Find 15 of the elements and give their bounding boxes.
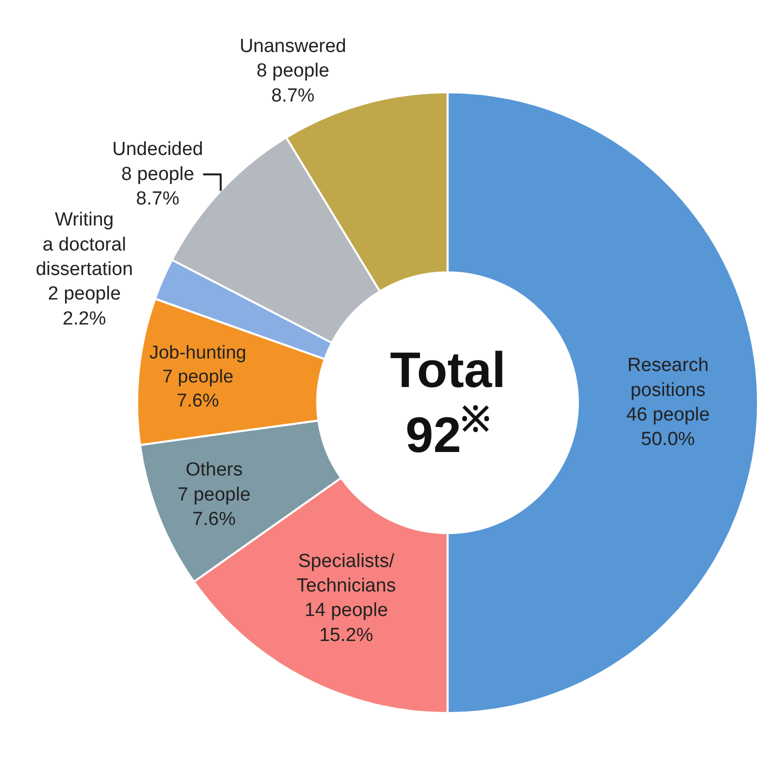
slice-label: Writing a doctoral dissertation (36, 210, 133, 280)
slice-label: Specialists/ Technicians (296, 550, 396, 597)
data-label: 2 people 2.2% (48, 284, 121, 330)
slice-label: Undecided (112, 139, 204, 160)
data-label: 8 people 8.7% (256, 60, 330, 106)
data-label: 7 people 7.6% (162, 365, 234, 411)
data-label: 46 people 50.0% (626, 404, 710, 450)
data-label: 14 people 15.2% (304, 600, 388, 646)
slice-label: Unanswered (240, 36, 346, 57)
slice-label: Job-hunting (149, 341, 246, 362)
slice-label: Research positions (627, 355, 709, 401)
text: Total 92$^{※}$ (390, 342, 506, 463)
data-label: 7 people 7.6% (178, 484, 251, 530)
data-label: 8 people 8.7% (121, 164, 194, 210)
slice-label: Others (186, 460, 243, 481)
